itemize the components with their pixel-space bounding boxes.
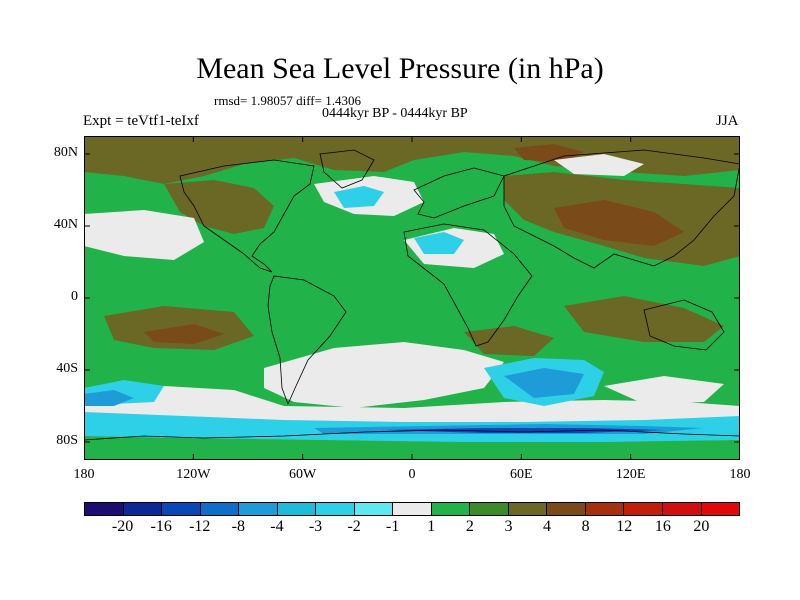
south-america-coast <box>267 275 347 406</box>
siberia-neutral <box>554 154 644 176</box>
south-indian-blue <box>504 368 584 398</box>
south-pacific-blue <box>84 390 134 406</box>
north-america-coast <box>179 159 315 273</box>
colorbar-segment <box>200 503 240 515</box>
pressure-map <box>84 136 740 460</box>
colorbar-segment <box>624 503 663 515</box>
map-panel <box>84 136 740 460</box>
experiment-label: Expt = teVtf1-teIxf <box>83 113 199 129</box>
colorbar-label: 8 <box>581 518 590 535</box>
lat-label-40s: 40S <box>56 361 78 376</box>
europe-coast <box>413 167 505 219</box>
atlantic-cyan <box>334 186 384 208</box>
lon-label-180e: 180 <box>729 467 751 482</box>
lon-label-60e: 60E <box>510 467 533 482</box>
lat-label-40n: 40N <box>53 217 78 232</box>
colorbar <box>84 502 740 516</box>
lon-label-120w: 120W <box>176 467 211 482</box>
antarctic-dark-blue <box>384 428 664 433</box>
arctic-brown <box>514 144 584 162</box>
colorbar-segment <box>239 503 278 515</box>
colorbar-label: -16 <box>150 518 172 535</box>
colorbar-label: 3 <box>504 518 513 535</box>
colorbar-label: -4 <box>270 518 284 535</box>
colorbar-segment <box>354 503 394 515</box>
colorbar-segment <box>701 503 740 515</box>
lat-label-0: 0 <box>71 289 78 304</box>
pacific-brown <box>144 324 224 344</box>
colorbar-segment <box>123 503 163 515</box>
asia-brown-core <box>554 200 684 246</box>
strong-positive-areas <box>144 144 684 344</box>
coastlines <box>84 149 740 441</box>
stats-label: rmsd= 1.98057 diff= 1.4306 <box>214 93 361 108</box>
colorbar-segment <box>585 503 625 515</box>
lat-label-80n: 80N <box>53 145 78 160</box>
lon-label-180w: 180 <box>73 467 95 482</box>
colorbar-label: -2 <box>347 518 361 535</box>
asia-coast <box>503 149 740 269</box>
colorbar-segment <box>85 503 124 515</box>
colorbar-label: 12 <box>616 518 633 535</box>
colorbar-label: -1 <box>386 518 400 535</box>
colorbar-label: 20 <box>693 518 710 535</box>
colorbar-segment <box>547 503 586 515</box>
colorbar-label: 4 <box>543 518 552 535</box>
colorbar-segment <box>393 503 432 515</box>
south-indian-neutral <box>604 376 724 404</box>
south-atlantic-neutral <box>264 342 504 408</box>
positive-anomaly-areas <box>84 136 740 356</box>
season-label: JJA <box>716 113 739 129</box>
lat-label-80s: 80S <box>56 433 78 448</box>
colorbar-segment <box>277 503 317 515</box>
africa-coast <box>403 223 533 347</box>
antarctica-coast <box>84 429 740 441</box>
colorbar-segment <box>162 503 201 515</box>
colorbar-segment <box>470 503 509 515</box>
axis-ticks <box>84 136 740 460</box>
colorbar-segment <box>316 503 355 515</box>
colorbar-label: -3 <box>308 518 323 535</box>
arctic-olive-band <box>84 136 740 184</box>
pacific-neutral <box>84 210 204 260</box>
lon-label-120e: 120E <box>615 467 646 482</box>
map-title: Mean Sea Level Pressure (in hPa) <box>196 52 604 85</box>
colorbar-label: 16 <box>654 518 671 535</box>
indian-ocean-olive <box>564 296 724 342</box>
colorbar-segment <box>508 503 548 515</box>
colorbar-label: 2 <box>465 518 474 535</box>
south-africa-olive <box>464 326 554 356</box>
negative-strong-areas <box>384 428 664 433</box>
colorbar-label: -12 <box>189 518 211 535</box>
colorbar-label: -20 <box>111 518 134 535</box>
colorbar-label: 1 <box>427 518 436 535</box>
lon-label-0: 0 <box>408 467 416 482</box>
colorbar-segment <box>431 503 471 515</box>
australia-coast <box>643 299 725 351</box>
north-america-olive <box>164 180 274 234</box>
period-label: 0444kyr BP - 0444kyr BP <box>322 106 468 121</box>
colorbar-segment <box>662 503 702 515</box>
middle-east-cyan <box>414 232 464 254</box>
greenland-coast <box>319 149 375 189</box>
lon-label-60w: 60W <box>289 467 317 482</box>
colorbar-label: -8 <box>231 518 245 535</box>
